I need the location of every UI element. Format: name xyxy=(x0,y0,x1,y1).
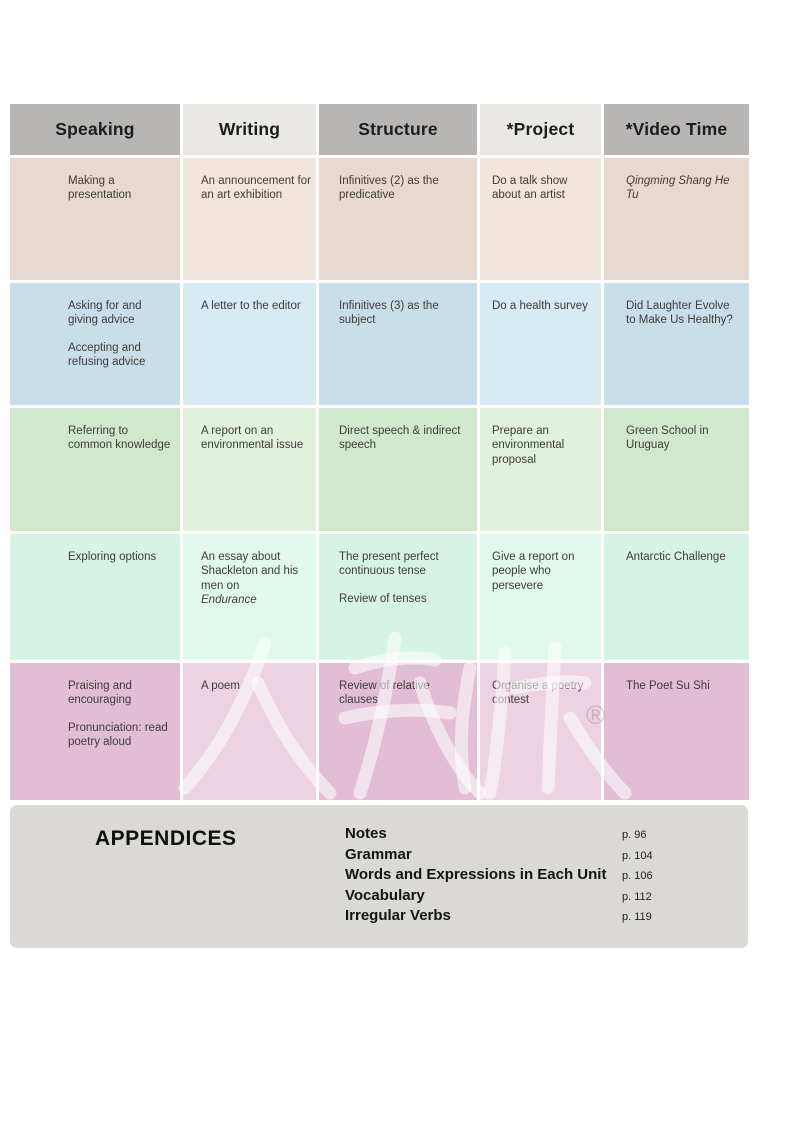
header-video-time: *Video Time xyxy=(604,104,749,155)
cell-text: Accepting and refusing advice xyxy=(68,341,146,368)
cell-text: Referring to common knowledge xyxy=(68,425,171,452)
appendix-item-irregular-verbs: Irregular Verbs p. 119 xyxy=(345,907,653,928)
cell-text: Qingming Shang He Tu xyxy=(626,175,730,202)
cell-text: Do a health survey xyxy=(492,300,588,312)
table-cell: Do a health survey xyxy=(480,283,601,405)
appendix-item-page: p. 96 xyxy=(622,829,647,841)
cell-text: The present perfect continuous tense xyxy=(339,551,439,578)
appendix-item-page: p. 106 xyxy=(622,870,653,882)
table-cell: A poem xyxy=(183,663,316,800)
appendix-item-page: p. 104 xyxy=(622,849,653,862)
table-cell: Asking for and giving advice Accepting an… xyxy=(10,283,180,405)
table-cell: A report on an environmental issue xyxy=(183,408,316,531)
unit-row-2: Asking for and giving advice Accepting an… xyxy=(10,283,750,405)
appendix-item-label: Notes xyxy=(345,825,387,842)
header-structure: Structure xyxy=(319,104,477,155)
unit-row-5: Praising and encouraging Pronunciation: r… xyxy=(10,663,750,800)
cell-text: The Poet Su Shi xyxy=(626,680,710,692)
cell-text: Exploring options xyxy=(68,551,157,563)
table-cell: The Poet Su Shi xyxy=(604,663,749,800)
cell-text: Organise a poetry contest xyxy=(492,680,584,707)
header-speaking: Speaking xyxy=(10,104,180,155)
table-cell: Did Laughter Evolve to Make Us Healthy? xyxy=(604,283,749,405)
appendix-item-notes: Notes p. 96 xyxy=(345,825,653,846)
cell-text: Antarctic Challenge xyxy=(626,551,726,563)
appendix-item-label: Vocabulary xyxy=(345,886,425,904)
cell-text: Infinitives (2) as the predicative xyxy=(339,175,439,202)
table-cell: Infinitives (3) as the subject xyxy=(319,283,477,405)
appendix-item-label: Words and Expressions in Each Unit xyxy=(345,866,607,883)
cell-text: Prepare an environmental proposal xyxy=(492,425,565,466)
cell-text: Making a presentation xyxy=(68,175,132,202)
appendix-item-label: Irregular Verbs xyxy=(345,907,451,924)
table-cell: Referring to common knowledge xyxy=(10,408,180,531)
cell-text: Did Laughter Evolve to Make Us Healthy? xyxy=(626,300,733,327)
header-project: *Project xyxy=(480,104,601,155)
table-cell: Making a presentation xyxy=(10,158,180,280)
cell-text: Direct speech & indirect speech xyxy=(339,425,461,452)
table-cell: Review of relative clauses xyxy=(319,663,477,800)
unit-row-1: Making a presentation An announcement for… xyxy=(10,158,750,280)
appendices-panel: APPENDICES Notes p. 96 Grammar p. 104 Wo… xyxy=(10,805,748,948)
cell-text: Endurance xyxy=(201,593,257,606)
appendix-item-grammar: Grammar p. 104 xyxy=(345,846,653,867)
cell-text: A letter to the editor xyxy=(201,300,301,312)
table-cell: Qingming Shang He Tu xyxy=(604,158,749,280)
table-cell: Antarctic Challenge xyxy=(604,534,749,660)
cell-text: Review of relative clauses xyxy=(339,680,430,707)
cell-text: Green School in Uruguay xyxy=(626,425,709,452)
appendix-item-words-expressions: Words and Expressions in Each Unit p. 10… xyxy=(345,866,653,887)
appendices-title: APPENDICES xyxy=(95,827,237,850)
table-cell: An announcement for an art exhibition xyxy=(183,158,316,280)
cell-text: Asking for and giving advice xyxy=(68,300,142,327)
appendix-item-label: Grammar xyxy=(345,845,412,863)
table-cell: Infinitives (2) as the predicative xyxy=(319,158,477,280)
table-header-row: Speaking Writing Structure *Project *Vid… xyxy=(10,104,750,155)
cell-text: Do a talk show about an artist xyxy=(492,175,568,202)
cell-text: Pronunciation: read poetry aloud xyxy=(68,721,168,748)
cell-text: An essay about Shackleton and his men on xyxy=(201,551,299,592)
table-cell: Direct speech & indirect speech xyxy=(319,408,477,531)
table-cell: Prepare an environmental proposal xyxy=(480,408,601,531)
cell-text: A report on an environmental issue xyxy=(201,425,304,452)
cell-text: An announcement for an art exhibition xyxy=(201,175,311,202)
table-cell: Praising and encouraging Pronunciation: r… xyxy=(10,663,180,800)
cell-text: Give a report on people who persevere xyxy=(492,551,575,592)
table-cell: A letter to the editor xyxy=(183,283,316,405)
table-cell: Green School in Uruguay xyxy=(604,408,749,531)
appendix-item-page: p. 112 xyxy=(622,890,652,903)
unit-row-4: Exploring options An essay about Shacklet… xyxy=(10,534,750,660)
appendix-item-vocabulary: Vocabulary p. 112 xyxy=(345,887,653,908)
contents-table: Speaking Writing Structure *Project *Vid… xyxy=(10,104,750,800)
appendix-item-page: p. 119 xyxy=(622,911,652,923)
header-writing: Writing xyxy=(183,104,316,155)
table-cell: Organise a poetry contest xyxy=(480,663,601,800)
cell-text: Infinitives (3) as the subject xyxy=(339,300,439,327)
table-cell: Do a talk show about an artist xyxy=(480,158,601,280)
unit-row-3: Referring to common knowledge A report on… xyxy=(10,408,750,531)
cell-text: A poem xyxy=(201,680,240,692)
table-cell: Exploring options xyxy=(10,534,180,660)
table-cell: An essay about Shackleton and his men on… xyxy=(183,534,316,660)
table-cell: The present perfect continuous tense Revi… xyxy=(319,534,477,660)
table-cell: Give a report on people who persevere xyxy=(480,534,601,660)
appendices-list: Notes p. 96 Grammar p. 104 Words and Exp… xyxy=(345,825,653,928)
cell-text: Review of tenses xyxy=(339,592,427,605)
cell-text: Praising and encouraging xyxy=(68,680,132,707)
